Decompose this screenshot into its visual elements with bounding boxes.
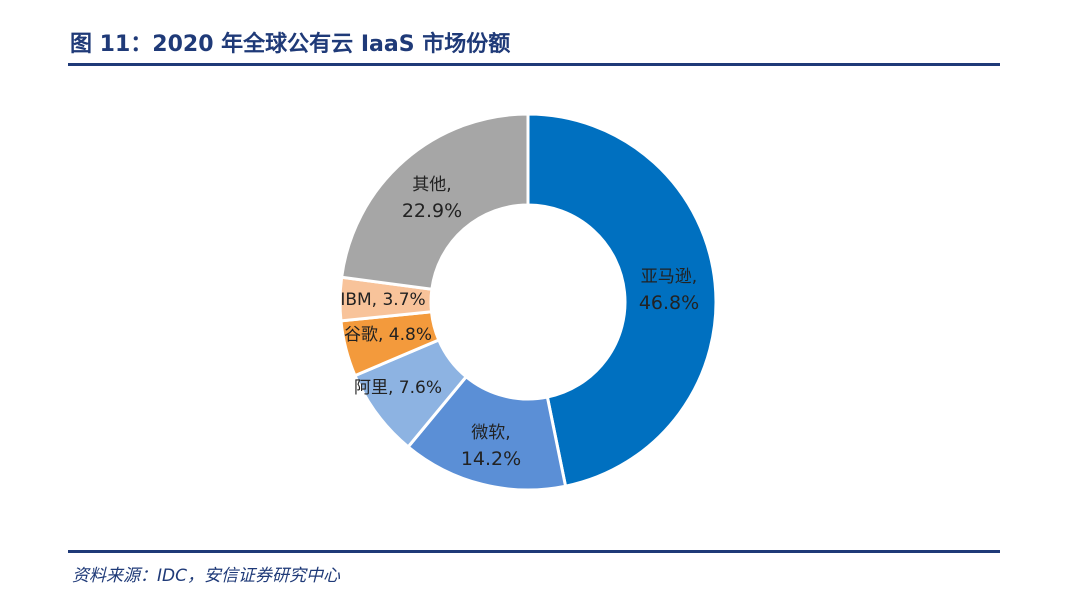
slice-label-value: 14.2% [461, 448, 521, 470]
slice-5 [339, 112, 530, 291]
donut-labels: 亚马逊, 46.8% 微软, 14.2% 阿里, 7.6% 谷歌, 4.8% IBM, 3.… [340, 175, 699, 470]
slice-label: 谷歌, 4.8% [344, 325, 432, 345]
chart-title: 图 11：2020 年全球公有云 IaaS 市场份额 [70, 32, 511, 57]
donut-slices [338, 112, 718, 492]
slice-label-name: 亚马逊, [641, 267, 697, 287]
slice-label-name: 其他, [412, 175, 451, 195]
slice-label-name: 微软, [471, 423, 510, 443]
slice-label: 阿里, 7.6% [354, 378, 442, 398]
slice-label: IBM, 3.7% [340, 290, 425, 310]
source-note: 资料来源：IDC，安信证券研究中心 [72, 566, 340, 586]
slice-label-value: 22.9% [402, 200, 462, 222]
slice-label-value: 46.8% [639, 292, 699, 314]
slice-0 [526, 112, 718, 488]
title-divider [68, 63, 1000, 66]
footer-divider [68, 550, 1000, 553]
